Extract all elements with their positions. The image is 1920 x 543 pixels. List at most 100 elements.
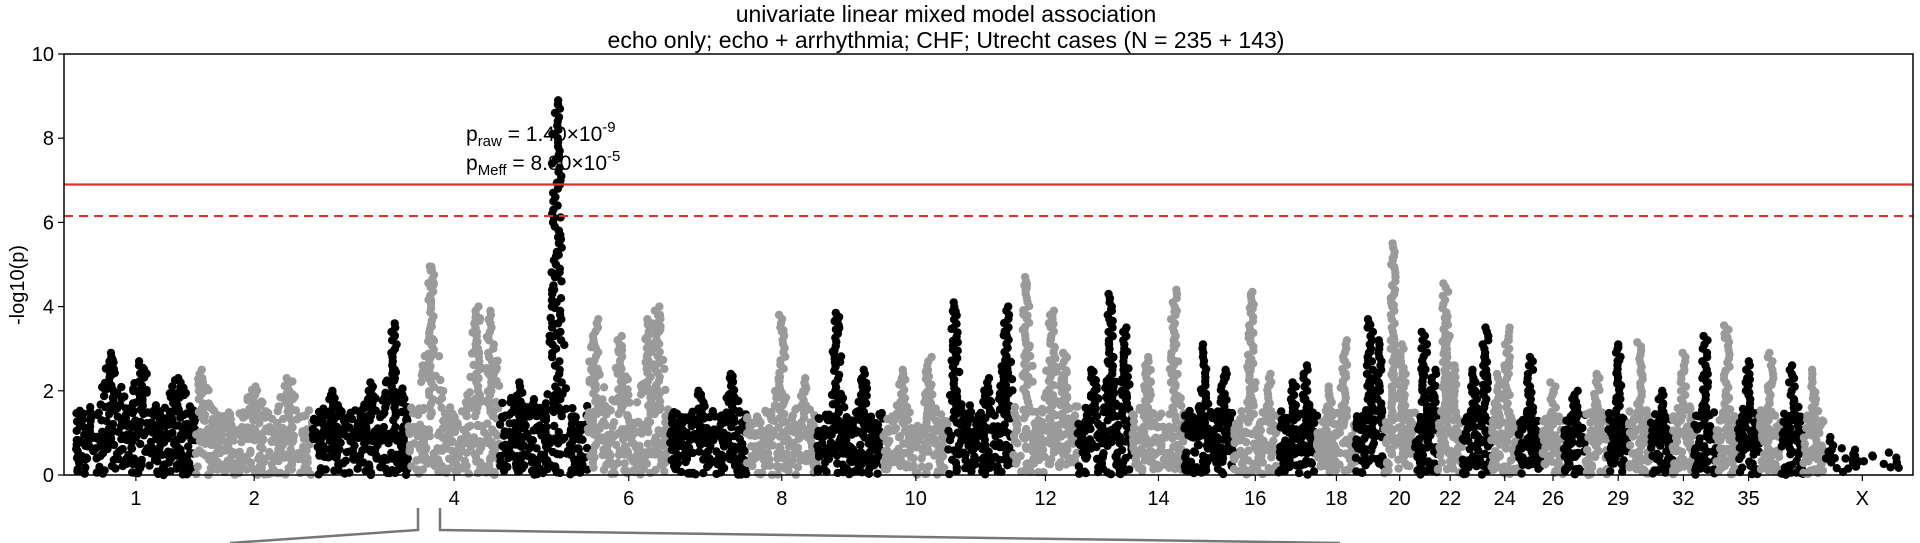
snp-point — [1198, 340, 1208, 349]
snp-point — [195, 446, 204, 455]
snp-point — [405, 429, 414, 439]
chromosome-19-points — [1351, 315, 1388, 477]
snp-point — [603, 440, 612, 450]
snp-point — [1444, 448, 1453, 458]
snp-point — [1190, 448, 1200, 457]
snp-point — [1094, 429, 1104, 438]
snp-point — [784, 442, 794, 451]
snp-point — [846, 456, 855, 465]
snp-point — [554, 427, 563, 437]
snp-point — [1165, 448, 1175, 457]
snp-point — [257, 463, 266, 473]
snp-point — [1230, 455, 1239, 464]
snp-point — [1267, 453, 1276, 462]
snp-point — [1342, 336, 1352, 345]
snp-point — [1335, 423, 1345, 433]
snp-point — [1382, 458, 1392, 467]
snp-point — [1420, 424, 1429, 434]
snp-point — [193, 462, 202, 471]
snp-point — [151, 401, 161, 410]
snp-point — [590, 441, 600, 451]
snp-point — [114, 447, 124, 456]
snp-point — [251, 382, 260, 391]
snp-point — [912, 468, 922, 478]
snp-point — [472, 457, 481, 466]
snp-point — [1237, 407, 1246, 416]
snp-point — [243, 427, 253, 436]
snp-point — [883, 438, 893, 448]
snp-point — [273, 407, 282, 416]
snp-point — [154, 469, 163, 479]
snp-point — [1167, 431, 1176, 440]
snp-point — [1442, 464, 1452, 474]
snp-point — [331, 453, 341, 462]
snp-point — [343, 413, 353, 422]
snp-point — [1362, 369, 1372, 379]
snp-point — [182, 455, 192, 464]
snp-point — [823, 415, 832, 424]
snp-point — [228, 433, 238, 443]
chromosome-3-points — [308, 319, 412, 480]
snp-point — [1383, 425, 1393, 435]
snp-point — [1264, 464, 1273, 473]
snp-point — [160, 403, 170, 412]
snp-point — [465, 388, 475, 397]
snp-point — [1193, 440, 1203, 450]
snp-point — [961, 456, 970, 465]
snp-point — [756, 418, 765, 427]
snp-point — [136, 439, 145, 449]
snp-point — [378, 462, 387, 472]
snp-point — [1080, 453, 1090, 462]
snp-point — [1339, 439, 1348, 448]
snp-point — [1426, 431, 1435, 440]
snp-point — [836, 426, 845, 435]
snp-point — [412, 407, 422, 416]
snp-point — [265, 447, 274, 457]
snp-point — [548, 129, 557, 139]
snp-point — [855, 427, 864, 436]
snp-point — [174, 459, 183, 469]
snp-point — [1103, 436, 1113, 445]
snp-point — [355, 451, 365, 460]
snp-point — [1019, 306, 1028, 315]
snp-point — [562, 404, 571, 413]
snp-point — [1135, 403, 1145, 413]
snp-point — [439, 422, 449, 432]
snp-point — [1271, 429, 1280, 438]
snp-point — [568, 404, 577, 413]
chromosome-13-points — [1073, 289, 1137, 479]
snp-point — [1104, 289, 1113, 299]
snp-point — [836, 433, 846, 442]
snp-point — [1378, 452, 1387, 461]
snp-point — [1318, 440, 1328, 449]
snp-point — [1054, 460, 1064, 469]
snp-point — [166, 409, 175, 419]
snp-point — [765, 437, 774, 446]
snp-point — [655, 302, 664, 311]
snp-point — [529, 395, 539, 404]
snp-point — [675, 452, 684, 461]
snp-point — [274, 457, 283, 466]
snp-point — [1009, 450, 1018, 460]
snp-point — [944, 445, 953, 454]
snp-point — [543, 390, 552, 399]
snp-point — [377, 436, 386, 445]
snp-point — [767, 407, 776, 417]
snp-point — [660, 467, 669, 476]
snp-point — [1034, 455, 1044, 464]
snp-point — [233, 465, 242, 474]
chromosome-2-points — [191, 365, 317, 480]
snp-point — [1111, 452, 1120, 461]
snp-point — [447, 455, 456, 464]
snp-point — [126, 454, 136, 463]
snp-point — [719, 442, 729, 451]
chromosome-17-points — [1274, 361, 1322, 479]
snp-point — [747, 418, 756, 427]
snp-point — [1277, 407, 1286, 416]
snp-point — [501, 411, 510, 420]
snp-point — [1075, 469, 1084, 478]
snp-point — [125, 429, 135, 439]
snp-point — [349, 453, 358, 463]
snp-point — [380, 408, 389, 418]
chromosome-1-points — [72, 348, 200, 480]
